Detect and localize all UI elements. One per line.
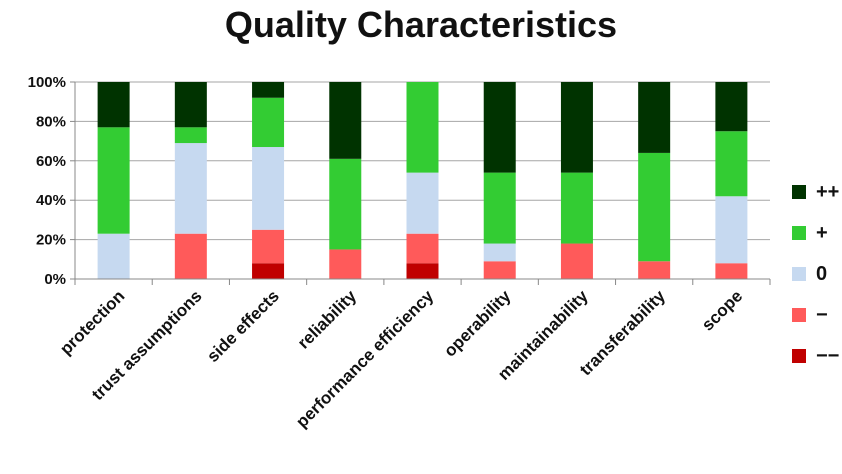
chart-title: Quality Characteristics	[224, 4, 618, 45]
bar-segment	[252, 229, 285, 264]
bar-segment	[174, 143, 207, 234]
x-axis	[74, 278, 771, 285]
legend-swatch	[792, 349, 806, 363]
bar-segment	[252, 263, 285, 279]
bar-segment	[483, 261, 516, 279]
bar-segment	[329, 158, 362, 250]
y-tick-label: 60%	[36, 153, 66, 170]
bar-segment	[174, 233, 207, 279]
bar-segment	[406, 172, 439, 234]
y-axis: 0% 20% 40% 60% 80% 100%	[28, 74, 76, 288]
legend: +++0−−−	[792, 181, 839, 367]
y-tick-label: 20%	[36, 232, 66, 249]
bar-segment	[715, 131, 748, 197]
x-tick-label: scope	[698, 286, 746, 334]
bars	[97, 82, 748, 279]
x-tick-label: side effects	[203, 286, 283, 366]
bar-segment	[406, 263, 439, 279]
bar-segment	[715, 82, 748, 132]
y-tick-label: 100%	[28, 74, 66, 91]
bar-segment	[252, 82, 285, 98]
bar-segment	[483, 172, 516, 244]
legend-swatch	[792, 226, 806, 240]
legend-swatch	[792, 267, 806, 281]
y-tick-label: 0%	[44, 271, 66, 288]
bar-segment	[715, 196, 748, 264]
bar-segment	[638, 261, 671, 279]
bar-segment	[560, 172, 593, 244]
bar-segment	[406, 233, 439, 264]
bar-segment	[329, 82, 362, 159]
bar-segment	[97, 82, 130, 128]
legend-label: −	[816, 304, 828, 326]
legend-label: −−	[816, 345, 839, 367]
bar-segment	[638, 152, 671, 262]
x-tick-label: operability	[440, 286, 515, 361]
x-tick-label: protection	[56, 286, 128, 358]
bar-segment	[483, 82, 516, 173]
legend-label: ++	[816, 181, 839, 203]
bar-segment	[560, 243, 593, 279]
bar-segment	[252, 147, 285, 230]
y-tick-label: 40%	[36, 192, 66, 209]
x-tick-label: performance efficiency	[292, 286, 437, 431]
legend-label: +	[816, 222, 828, 244]
legend-label: 0	[816, 263, 827, 285]
bar-segment	[483, 243, 516, 262]
bar-segment	[329, 249, 362, 279]
bar-segment	[97, 127, 130, 234]
bar-segment	[560, 82, 593, 173]
bar-segment	[638, 82, 671, 153]
bar-segment	[174, 82, 207, 128]
legend-swatch	[792, 185, 806, 199]
bar-segment	[406, 82, 439, 173]
bar-segment	[252, 97, 285, 148]
bar-segment	[174, 127, 207, 144]
x-tick-label: reliability	[294, 286, 361, 353]
bar-segment	[715, 263, 748, 279]
legend-swatch	[792, 308, 806, 322]
bar-segment	[97, 233, 130, 279]
y-tick-label: 80%	[36, 113, 66, 130]
